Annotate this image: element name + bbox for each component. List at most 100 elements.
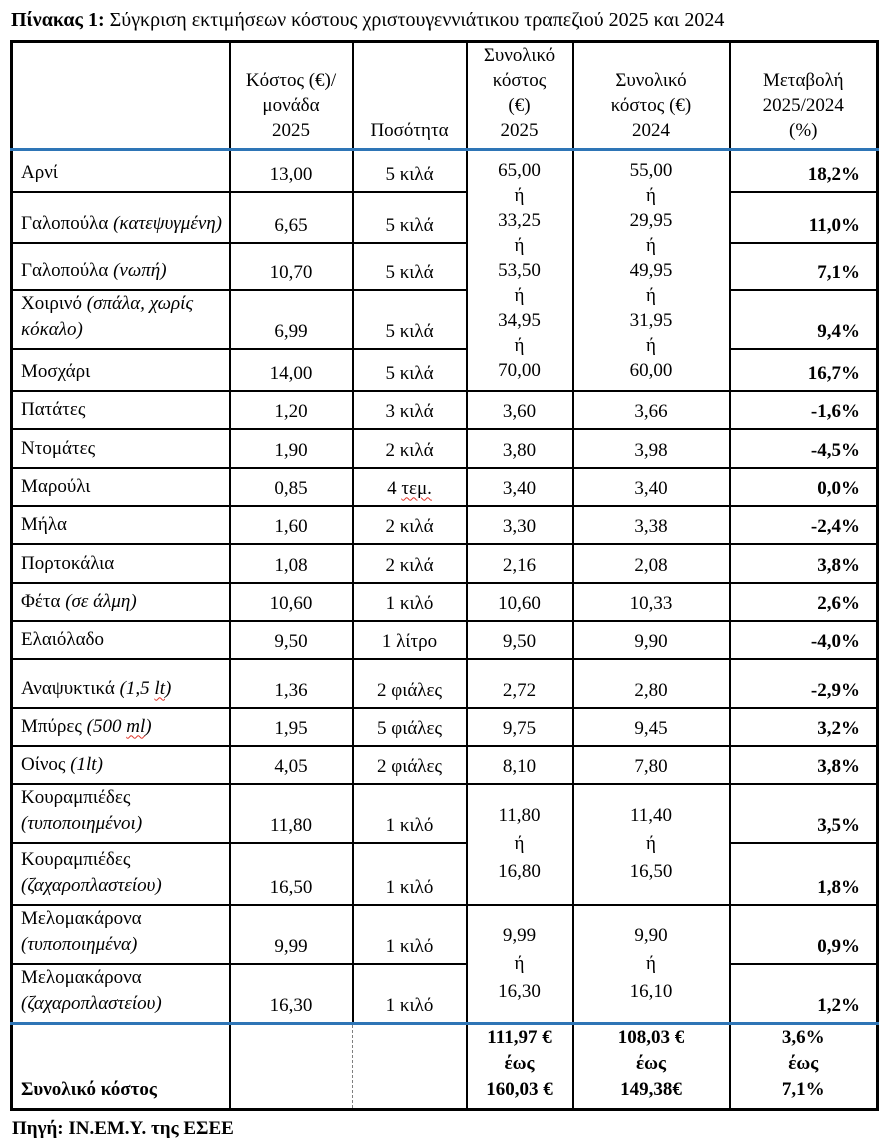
text-segment: 1 κιλό [385, 935, 434, 957]
table-row: Αρνί 13,00 5 κιλά 65,00 ή 33,25 ή 53,50 ή 34,95 ή 7… [10, 148, 879, 392]
cell-total-cost-2025: 9,50 [465, 619, 574, 660]
text-segment: (1lt) [70, 753, 103, 775]
cell-total-cost-2025: 3,60 [465, 389, 574, 430]
table-row: Γαλοπούλα (νωπή) 10,70 5 κιλά 7,1% [10, 241, 879, 291]
cell-unit-cost-2025: 0,85 [228, 466, 354, 507]
cell-total-cost-2025: 65,00 ή 33,25 ή 53,50 ή 34,95 ή 70,00 [465, 148, 574, 392]
cell-unit-cost-2025: 10,70 [228, 241, 354, 291]
text-segment: Μελομακάρονα [21, 966, 142, 988]
table-row: Μπύρες (500 ml) 1,95 5 φιάλες 9,75 9,45 3,2% [10, 706, 879, 747]
text-segment: Χοιρινό [21, 292, 87, 314]
cell-unit-cost-2025: 11,80 [228, 782, 354, 844]
cell-quantity: 5 κιλά [351, 288, 468, 350]
table-caption-text: Σύγκριση εκτιμήσεων κόστους χριστουγεννι… [104, 9, 725, 31]
table-row: Οίνος (1lt) 4,05 2 φιάλες 8,10 7,80 3,8% [10, 744, 879, 785]
text-segment: Γαλοπούλα [21, 259, 114, 281]
cell-total-cost-2025: 8,10 [465, 744, 574, 785]
cell-item-name: Φέτα (σε άλμη) [10, 581, 231, 622]
cell-item-name: Αρνί [10, 148, 231, 193]
text-segment: Κουραμπιέδες [21, 848, 131, 870]
cell-quantity: 5 φιάλες [351, 706, 468, 747]
cell-quantity: 1 κιλό [351, 782, 468, 844]
text-segment: 5 κιλά [385, 362, 434, 384]
cell-total-cost-2024: 2,80 [571, 657, 731, 709]
cell-change-percent: 1,8% [728, 841, 879, 906]
cell-quantity: 1 κιλό [351, 581, 468, 622]
cell-quantity: 2 κιλά [351, 427, 468, 469]
table-row: Πορτοκάλια 1,08 2 κιλά 2,16 2,08 3,8% [10, 542, 879, 584]
table-row: Ελαιόλαδο 9,50 1 λίτρο 9,50 9,90 -4,0% [10, 619, 879, 660]
cell-unit-cost-2025: 1,36 [228, 657, 354, 709]
table-row: Κουραμπιέδες (τυποποιημένοι) 11,80 1 κιλό 1… [10, 782, 879, 906]
cell-item-name: Μελομακάρονα (τυποποιημένα) [10, 903, 231, 965]
text-segment: Μπύρες [21, 715, 87, 737]
text-segment: (σπάλα, χωρίς κόκαλο) [21, 292, 194, 340]
text-segment: Πατάτες [21, 398, 86, 420]
text-segment: (ζαχαροπλαστείου) [21, 874, 162, 896]
cell-total-cost-2025: 3,30 [465, 504, 574, 545]
text-segment: 2 κιλά [385, 554, 434, 576]
cell-change-percent: -2,4% [728, 504, 879, 545]
text-segment: 1 κιλό [385, 592, 434, 614]
table-row: Μαρούλι 0,85 4 τεμ. 3,40 3,40 0,0% [10, 466, 879, 507]
cell-item-name: Ελαιόλαδο [10, 619, 231, 660]
cell-change-percent: 0,0% [728, 466, 879, 507]
totals-cost-2024: 108,03 € έως 149,38€ [571, 1021, 731, 1110]
text-segment: Ντομάτες [21, 437, 96, 459]
table-row: Πατάτες 1,20 3 κιλά 3,60 3,66 -1,6% [10, 389, 879, 430]
cell-total-cost-2025: 2,72 [465, 657, 574, 709]
cell-change-percent: 11,0% [728, 190, 879, 244]
text-segment: 5 κιλά [385, 261, 434, 283]
table-row: Κουραμπιέδες (ζαχαροπλαστείου) 16,50 1 κιλ… [10, 841, 879, 906]
cell-change-percent: 3,8% [728, 744, 879, 785]
text-segment: 5 κιλά [385, 163, 434, 185]
cell-change-percent: -1,6% [728, 389, 879, 430]
cell-total-cost-2024: 55,00 ή 29,95 ή 49,95 ή 31,95 ή 60,00 [571, 148, 731, 392]
cell-total-cost-2025: 9,99 ή 16,30 [465, 903, 574, 1024]
cell-item-name: Γαλοπούλα (νωπή) [10, 241, 231, 291]
text-segment: 1 κιλό [385, 876, 434, 898]
text-segment: 4 [387, 477, 402, 499]
cell-quantity: 1 κιλό [351, 903, 468, 965]
column-header-3: Συνολικό κόστος (€) 2025 [465, 40, 574, 151]
spellcheck-flagged-text: ml [126, 715, 146, 737]
cell-total-cost-2024: 9,90 ή 16,10 [571, 903, 731, 1024]
cell-unit-cost-2025: 16,30 [228, 962, 354, 1024]
cell-unit-cost-2025: 1,60 [228, 504, 354, 545]
cell-unit-cost-2025: 1,08 [228, 542, 354, 584]
table-header: Κόστος (€)/μονάδα 2025 Ποσότητα Συνολικό κόσ… [10, 40, 879, 151]
table-row: Χοιρινό (σπάλα, χωρίς κόκαλο) 6,99 5 κιλά 9… [10, 288, 879, 350]
cell-unit-cost-2025: 10,60 [228, 581, 354, 622]
cell-total-cost-2024: 7,80 [571, 744, 731, 785]
cell-item-name: Αναψυκτικά (1,5 lt) [10, 657, 231, 709]
column-header-2: Ποσότητα [351, 40, 468, 151]
cell-quantity: 1 λίτρο [351, 619, 468, 660]
text-segment: 5 φιάλες [377, 717, 442, 739]
cell-unit-cost-2025: 9,50 [228, 619, 354, 660]
cell-unit-cost-2025: 16,50 [228, 841, 354, 906]
table-row: Μήλα 1,60 2 κιλά 3,30 3,38 -2,4% [10, 504, 879, 545]
cell-total-cost-2024: 9,45 [571, 706, 731, 747]
text-segment: Οίνος [21, 753, 71, 775]
cell-total-cost-2024: 2,08 [571, 542, 731, 584]
cell-quantity: 1 κιλό [351, 962, 468, 1024]
column-header-4: Συνολικό κόστος (€) 2024 [571, 40, 731, 151]
column-header-5: Μεταβολή 2025/2024 (%) [728, 40, 879, 151]
cell-unit-cost-2025: 1,95 [228, 706, 354, 747]
cell-change-percent: 9,4% [728, 288, 879, 350]
table-row: Γαλοπούλα (κατεψυγμένη) 6,65 5 κιλά 11,0% [10, 190, 879, 244]
cell-item-name: Μελομακάρονα (ζαχαροπλαστείου) [10, 962, 231, 1024]
cell-item-name: Μαρούλι [10, 466, 231, 507]
text-segment: (1,5 [119, 677, 155, 699]
cell-quantity: 5 κιλά [351, 347, 468, 392]
text-segment: 2 φιάλες [377, 755, 442, 777]
text-segment: (νωπή) [113, 259, 167, 281]
cell-quantity: 2 κιλά [351, 504, 468, 545]
column-header-1: Κόστος (€)/μονάδα 2025 [228, 40, 354, 151]
cell-total-cost-2024: 11,40 ή 16,50 [571, 782, 731, 906]
cell-change-percent: -4,0% [728, 619, 879, 660]
spellcheck-flagged-text: lt [154, 677, 165, 699]
cell-unit-cost-2025: 1,90 [228, 427, 354, 469]
cell-quantity: 5 κιλά [351, 148, 468, 193]
cell-total-cost-2024: 9,90 [571, 619, 731, 660]
